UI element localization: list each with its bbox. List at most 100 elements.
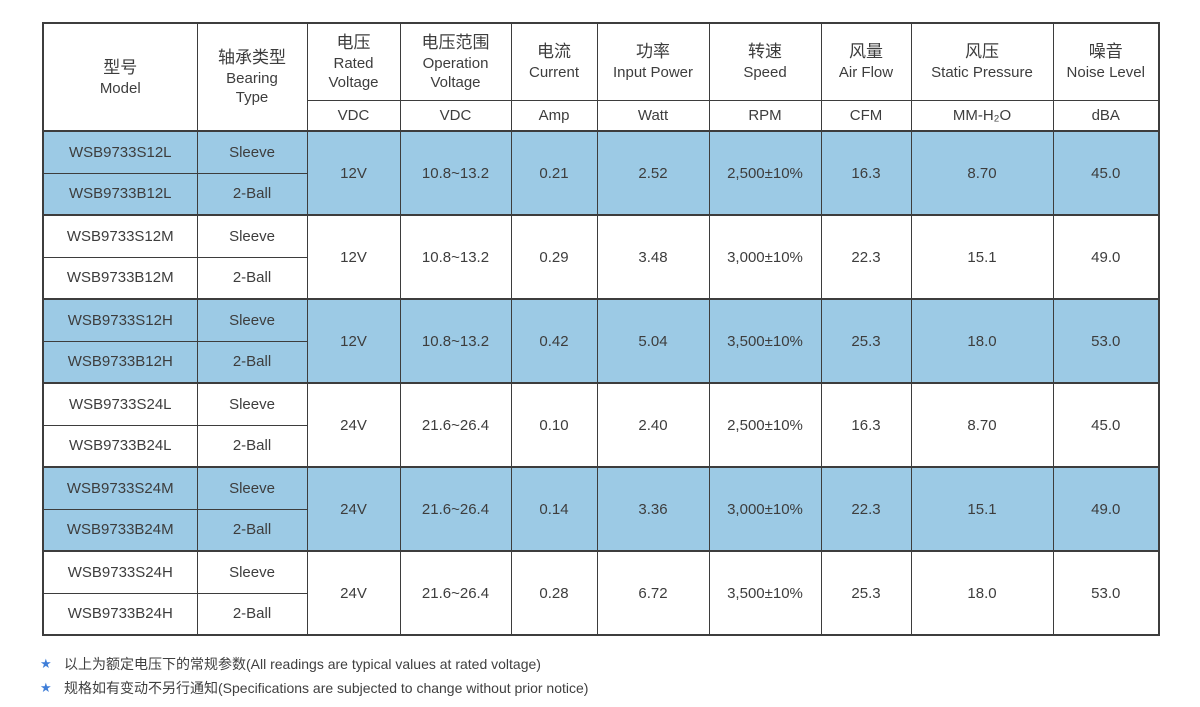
operation-voltage-cell: 21.6~26.4 bbox=[399, 466, 512, 552]
current-cell: 0.10 bbox=[510, 382, 598, 468]
col-header-model: 型号 Model bbox=[42, 22, 198, 132]
input-power-cell: 3.48 bbox=[596, 214, 710, 300]
table-row: WSB9733S24L Sleeve 24V 21.6~26.4 0.10 2.40 2,5… bbox=[42, 382, 1160, 468]
unit-rated-voltage: VDC bbox=[306, 99, 401, 132]
speed-cell: 3,500±10% bbox=[708, 298, 822, 384]
model-cell: WSB9733S12L bbox=[42, 130, 198, 174]
current-cell: 0.29 bbox=[510, 214, 598, 300]
col-header-speed: 转速 Speed bbox=[708, 22, 822, 101]
noise-cell: 53.0 bbox=[1052, 298, 1160, 384]
operation-voltage-cell: 21.6~26.4 bbox=[399, 550, 512, 636]
air-flow-cell: 22.3 bbox=[820, 214, 912, 300]
current-cell: 0.28 bbox=[510, 550, 598, 636]
table-row: WSB9733S12M Sleeve 12V 10.8~13.2 0.29 3.48 3,0… bbox=[42, 214, 1160, 300]
bearing-type-cell: Sleeve bbox=[196, 550, 308, 594]
operation-voltage-cell: 10.8~13.2 bbox=[399, 298, 512, 384]
table-row: WSB9733S12H Sleeve 12V 10.8~13.2 0.42 5.04 3,5… bbox=[42, 298, 1160, 384]
bearing-type-cell: 2-Ball bbox=[196, 424, 308, 468]
unit-static-pressure: MM-H₂O bbox=[910, 99, 1054, 132]
table-row: WSB9733B24H 2-Ball bbox=[42, 592, 1159, 636]
unit-input-power: Watt bbox=[596, 99, 710, 132]
static-pressure-cell: 18.0 bbox=[910, 298, 1054, 384]
footnote-rated-voltage: ★ 以上为额定电压下的常规参数(All readings are typical… bbox=[40, 652, 588, 676]
col-header-bearing-en: Bearing Type bbox=[226, 70, 278, 106]
table-body: WSB9733S12L Sleeve 12V 10.8~13.2 0.21 2.52 2,5… bbox=[42, 130, 1160, 636]
unit-current: Amp bbox=[510, 99, 598, 132]
col-header-noise-level: 噪音 Noise Level bbox=[1052, 22, 1160, 101]
table-row: WSB9733S12L Sleeve 12V 10.8~13.2 0.21 2.52 2,5… bbox=[42, 130, 1160, 216]
noise-cell: 45.0 bbox=[1052, 382, 1160, 468]
static-pressure-cell: 8.70 bbox=[910, 382, 1054, 468]
bearing-type-cell: 2-Ball bbox=[196, 340, 308, 384]
bearing-type-cell: 2-Ball bbox=[196, 256, 308, 300]
speed-cell: 2,500±10% bbox=[708, 382, 822, 468]
model-cell: WSB9733S24H bbox=[42, 550, 198, 594]
bearing-type-cell: Sleeve bbox=[196, 298, 308, 342]
table-row: WSB9733B12H 2-Ball bbox=[42, 340, 1159, 384]
rated-voltage-cell: 12V bbox=[306, 214, 401, 300]
unit-noise: dBA bbox=[1052, 99, 1160, 132]
model-cell: WSB9733S12M bbox=[42, 214, 198, 258]
footnote-text: 以上为额定电压下的常规参数(All readings are typical v… bbox=[64, 656, 541, 672]
col-header-input-power-en: Input Power bbox=[612, 64, 694, 82]
bearing-type-cell: Sleeve bbox=[196, 130, 308, 174]
footnote-spec-change: ★ 规格如有变动不另行通知(Specifications are subject… bbox=[40, 676, 588, 700]
model-cell: WSB9733B24L bbox=[42, 424, 198, 468]
bearing-type-cell: Sleeve bbox=[196, 382, 308, 426]
star-icon: ★ bbox=[40, 656, 52, 671]
noise-cell: 53.0 bbox=[1052, 550, 1160, 636]
model-cell: WSB9733B12H bbox=[42, 340, 198, 384]
current-cell: 0.21 bbox=[510, 130, 598, 216]
model-cell: WSB9733S24M bbox=[42, 466, 198, 510]
speed-cell: 3,500±10% bbox=[708, 550, 822, 636]
col-header-current: 电流 Current bbox=[510, 22, 598, 101]
footnotes: ★ 以上为额定电压下的常规参数(All readings are typical… bbox=[40, 652, 588, 700]
table-row: WSB9733S24H Sleeve 24V 21.6~26.4 0.28 6.72 3,5… bbox=[42, 550, 1160, 636]
current-cell: 0.14 bbox=[510, 466, 598, 552]
noise-cell: 45.0 bbox=[1052, 130, 1160, 216]
rated-voltage-cell: 24V bbox=[306, 382, 401, 468]
bearing-type-cell: 2-Ball bbox=[196, 592, 308, 636]
operation-voltage-cell: 10.8~13.2 bbox=[399, 130, 512, 216]
bearing-type-cell: 2-Ball bbox=[196, 172, 308, 216]
input-power-cell: 2.40 bbox=[596, 382, 710, 468]
static-pressure-cell: 15.1 bbox=[910, 466, 1054, 552]
unit-air-flow: CFM bbox=[820, 99, 912, 132]
table-row: WSB9733B12M 2-Ball bbox=[42, 256, 1159, 300]
unit-operation-voltage: VDC bbox=[399, 99, 512, 132]
col-header-static-pressure-en: Static Pressure bbox=[931, 64, 1033, 82]
bearing-type-cell: 2-Ball bbox=[196, 508, 308, 552]
col-header-speed-zh: 转速 bbox=[748, 42, 782, 62]
unit-speed: RPM bbox=[708, 99, 822, 132]
col-header-operation-voltage-en: Operation Voltage bbox=[422, 54, 489, 91]
col-header-current-zh: 电流 bbox=[537, 42, 571, 62]
col-header-rated-voltage-zh: 电压 bbox=[336, 32, 371, 52]
rated-voltage-cell: 12V bbox=[306, 130, 401, 216]
table-row: WSB9733S24M Sleeve 24V 21.6~26.4 0.14 3.36 3,0… bbox=[42, 466, 1160, 552]
col-header-static-pressure-zh: 风压 bbox=[965, 42, 999, 62]
air-flow-cell: 16.3 bbox=[820, 382, 912, 468]
operation-voltage-cell: 21.6~26.4 bbox=[399, 382, 512, 468]
col-header-current-en: Current bbox=[528, 64, 580, 82]
rated-voltage-cell: 24V bbox=[306, 466, 401, 552]
star-icon: ★ bbox=[40, 680, 52, 695]
col-header-operation-voltage: 电压范围 Operation Voltage bbox=[399, 22, 512, 101]
col-header-model-zh: 型号 bbox=[103, 57, 138, 77]
bearing-type-cell: Sleeve bbox=[196, 466, 308, 510]
table-row: WSB9733B12L 2-Ball bbox=[42, 172, 1159, 216]
input-power-cell: 6.72 bbox=[596, 550, 710, 636]
model-cell: WSB9733S24L bbox=[42, 382, 198, 426]
static-pressure-cell: 18.0 bbox=[910, 550, 1054, 636]
col-header-input-power: 功率 Input Power bbox=[596, 22, 710, 101]
col-header-model-en: Model bbox=[99, 79, 141, 97]
operation-voltage-cell: 10.8~13.2 bbox=[399, 214, 512, 300]
static-pressure-cell: 15.1 bbox=[910, 214, 1054, 300]
speed-cell: 3,000±10% bbox=[708, 214, 822, 300]
col-header-bearing-zh: 轴承类型 bbox=[218, 48, 286, 67]
col-header-input-power-zh: 功率 bbox=[636, 42, 670, 62]
current-cell: 0.42 bbox=[510, 298, 598, 384]
col-header-air-flow-en: Air Flow bbox=[838, 64, 894, 82]
col-header-noise-en: Noise Level bbox=[1066, 64, 1145, 82]
input-power-cell: 2.52 bbox=[596, 130, 710, 216]
rated-voltage-cell: 24V bbox=[306, 550, 401, 636]
